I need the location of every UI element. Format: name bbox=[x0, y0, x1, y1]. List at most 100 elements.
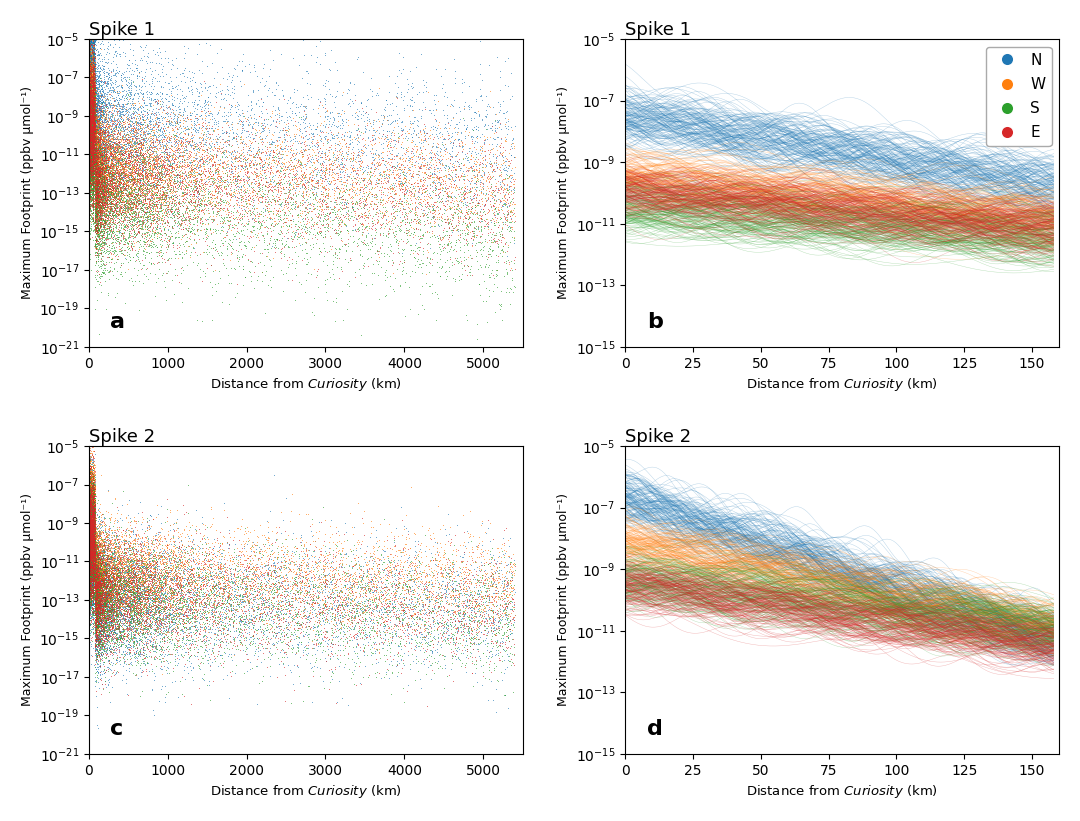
Point bbox=[272, 159, 289, 172]
Point bbox=[81, 539, 98, 553]
Point bbox=[172, 648, 189, 661]
Point bbox=[100, 609, 118, 622]
Point bbox=[84, 85, 102, 99]
Point bbox=[82, 571, 99, 585]
Point bbox=[87, 86, 105, 99]
Point bbox=[80, 566, 97, 580]
Point bbox=[380, 70, 397, 83]
Point bbox=[244, 557, 261, 570]
Point bbox=[474, 150, 491, 163]
Point bbox=[84, 74, 102, 87]
Point bbox=[81, 511, 98, 524]
Point bbox=[136, 588, 153, 601]
Point bbox=[94, 598, 111, 611]
Point bbox=[106, 128, 123, 141]
Point bbox=[81, 140, 98, 154]
Point bbox=[82, 153, 99, 166]
Point bbox=[84, 135, 102, 149]
Point bbox=[443, 626, 460, 640]
Point bbox=[90, 126, 107, 139]
Point bbox=[100, 162, 118, 175]
Point bbox=[90, 223, 107, 236]
Point bbox=[190, 546, 207, 559]
Point bbox=[173, 570, 190, 583]
Point bbox=[378, 140, 395, 153]
Point bbox=[81, 34, 98, 48]
Point bbox=[457, 122, 474, 135]
Point bbox=[117, 184, 134, 197]
Point bbox=[93, 149, 110, 163]
Point bbox=[84, 484, 102, 497]
Point bbox=[143, 137, 160, 150]
Point bbox=[140, 582, 158, 595]
Point bbox=[117, 626, 134, 640]
Point bbox=[229, 130, 246, 143]
Point bbox=[82, 587, 99, 600]
Point bbox=[83, 178, 100, 191]
Point bbox=[201, 596, 218, 609]
Point bbox=[82, 163, 99, 176]
Point bbox=[258, 610, 275, 623]
Point bbox=[93, 128, 110, 141]
Point bbox=[82, 551, 99, 564]
Point bbox=[89, 545, 106, 558]
Point bbox=[82, 551, 99, 564]
Point bbox=[438, 212, 456, 225]
Point bbox=[81, 596, 98, 609]
Point bbox=[442, 563, 459, 576]
Point bbox=[482, 231, 499, 244]
Point bbox=[330, 218, 348, 232]
Point bbox=[237, 580, 254, 593]
Point bbox=[82, 148, 99, 161]
Point bbox=[89, 594, 106, 607]
Point bbox=[476, 219, 494, 232]
Point bbox=[150, 592, 167, 605]
Point bbox=[83, 484, 100, 497]
Point bbox=[97, 598, 114, 611]
Point bbox=[120, 89, 137, 103]
Point bbox=[83, 505, 100, 518]
Point bbox=[85, 492, 103, 505]
Point bbox=[134, 211, 151, 224]
Point bbox=[109, 140, 126, 153]
Point bbox=[92, 546, 109, 559]
Point bbox=[89, 178, 106, 191]
Point bbox=[83, 545, 100, 558]
Point bbox=[278, 619, 295, 632]
Point bbox=[134, 180, 151, 193]
Point bbox=[85, 67, 103, 80]
Point bbox=[91, 531, 108, 544]
Point bbox=[117, 98, 134, 111]
Point bbox=[85, 540, 103, 553]
Point bbox=[95, 87, 112, 100]
Point bbox=[83, 117, 100, 130]
Point bbox=[112, 159, 130, 172]
Point bbox=[82, 122, 99, 135]
Point bbox=[116, 153, 133, 166]
Point bbox=[86, 194, 104, 207]
Point bbox=[321, 162, 338, 175]
Point bbox=[99, 549, 117, 562]
Point bbox=[84, 98, 102, 111]
Point bbox=[238, 608, 255, 621]
Point bbox=[85, 48, 103, 62]
Point bbox=[84, 596, 102, 609]
Point bbox=[81, 158, 98, 172]
Point bbox=[91, 581, 108, 594]
Point bbox=[498, 122, 515, 135]
Point bbox=[93, 575, 110, 588]
Point bbox=[204, 578, 221, 591]
Point bbox=[86, 613, 104, 626]
Point bbox=[147, 534, 164, 547]
Point bbox=[81, 107, 98, 120]
Point bbox=[104, 595, 121, 608]
Point bbox=[80, 513, 97, 526]
Point bbox=[308, 173, 325, 186]
Point bbox=[280, 606, 297, 619]
Point bbox=[118, 215, 135, 228]
Point bbox=[91, 205, 108, 218]
Point bbox=[84, 108, 102, 122]
Point bbox=[111, 608, 129, 621]
Point bbox=[180, 65, 198, 78]
Point bbox=[124, 582, 141, 595]
